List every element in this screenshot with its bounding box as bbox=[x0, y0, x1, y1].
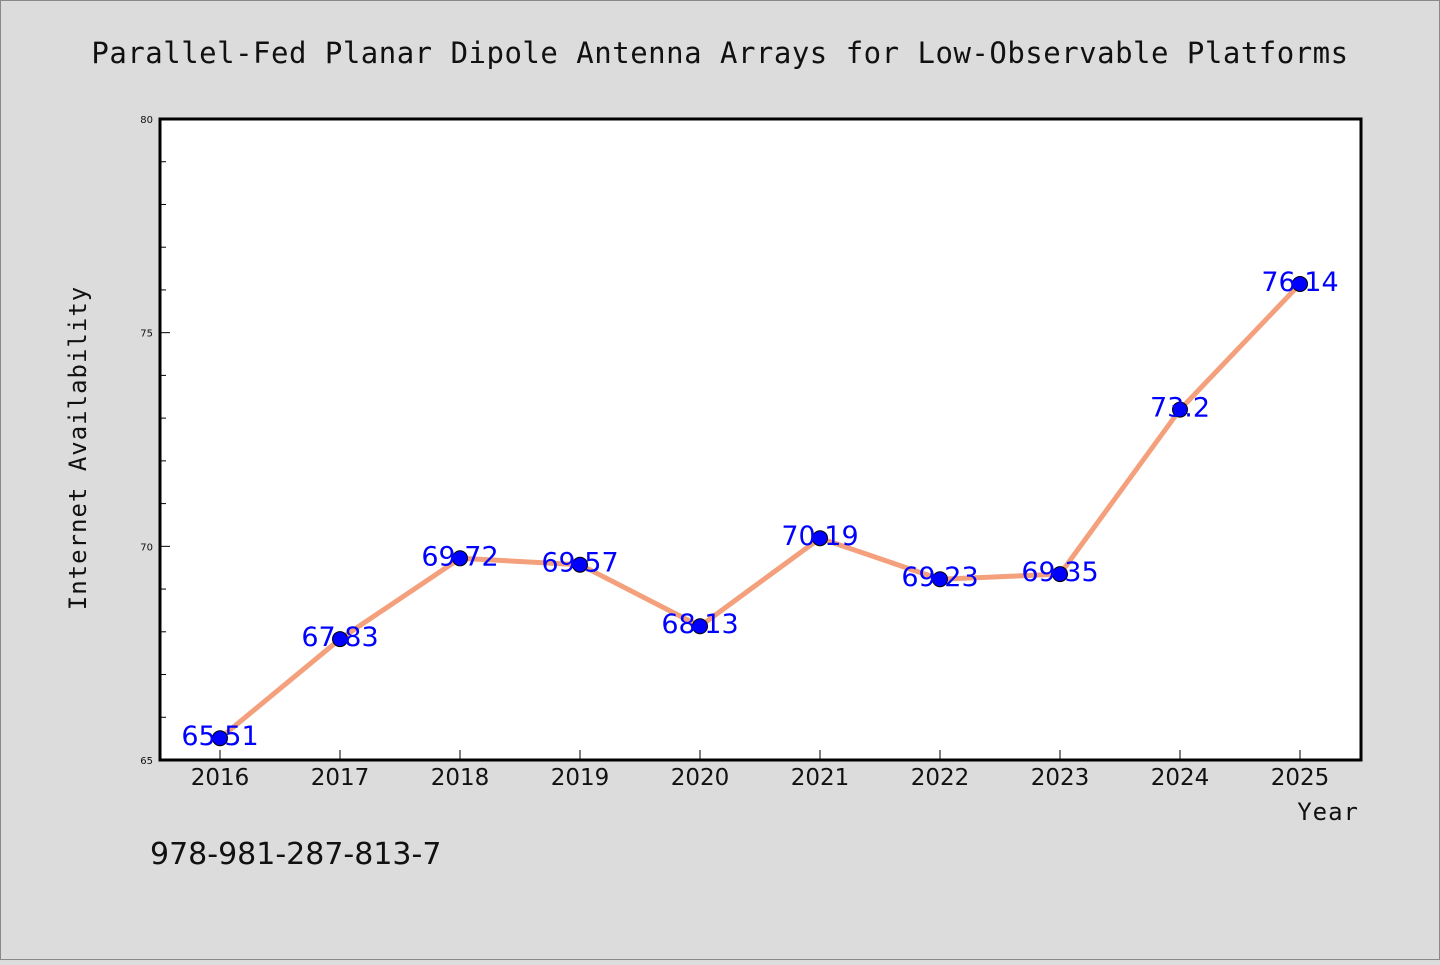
y-tick-label: 75 bbox=[140, 329, 153, 340]
isbn-text: 978-981-287-813-7 bbox=[150, 837, 441, 872]
data-point bbox=[812, 530, 828, 547]
series-line bbox=[217, 281, 1303, 741]
chart-title: Parallel-Fed Planar Dipole Antenna Array… bbox=[91, 36, 1348, 70]
x-tick-label: 2023 bbox=[1031, 765, 1090, 791]
x-tick-label: 2021 bbox=[791, 765, 850, 791]
data-label: 70.19 bbox=[781, 521, 858, 552]
x-tick-label: 2019 bbox=[551, 765, 610, 791]
x-tick-label: 2017 bbox=[311, 765, 370, 791]
x-tick-label: 2024 bbox=[1151, 765, 1210, 791]
y-tick-label: 65 bbox=[140, 756, 153, 767]
plot-frame bbox=[158, 117, 1363, 762]
x-tick-label: 2018 bbox=[431, 765, 490, 791]
plot-area bbox=[160, 119, 1361, 760]
data-label: 76.14 bbox=[1261, 267, 1338, 298]
data-point bbox=[332, 631, 348, 648]
data-point bbox=[1172, 401, 1188, 418]
x-tick-label: 2025 bbox=[1271, 765, 1330, 791]
x-axis: 2016 2017 2018 2019 2020 2021 2022 2023 2024 2025 bbox=[191, 750, 1330, 791]
data-labels: 65.51 67.83 69.72 69.57 68.13 70.19 69.23 69.35… bbox=[181, 267, 1338, 752]
y-tick-label: 80 bbox=[140, 115, 153, 126]
data-point bbox=[692, 618, 708, 635]
data-point bbox=[212, 730, 228, 747]
data-markers bbox=[212, 275, 1308, 747]
data-label: 69.57 bbox=[541, 548, 618, 579]
x-tick-label: 2016 bbox=[191, 765, 250, 791]
data-label: 67.83 bbox=[301, 622, 378, 653]
data-point bbox=[1052, 566, 1068, 583]
data-label: 69.35 bbox=[1021, 557, 1098, 588]
data-label: 68.13 bbox=[661, 609, 738, 640]
x-tick-label: 2022 bbox=[911, 765, 970, 791]
x-tick-label: 2020 bbox=[671, 765, 730, 791]
data-label: 73.2 bbox=[1150, 393, 1210, 424]
data-label: 69.23 bbox=[901, 562, 978, 593]
y-axis-label: Internet Availability bbox=[64, 286, 92, 610]
y-tick-label: 70 bbox=[140, 542, 153, 553]
x-axis-label: Year bbox=[1297, 798, 1359, 826]
data-label: 65.51 bbox=[181, 721, 258, 752]
data-point bbox=[452, 550, 468, 567]
data-point bbox=[932, 571, 948, 588]
data-point bbox=[572, 556, 588, 573]
data-label: 69.72 bbox=[421, 541, 498, 572]
data-point bbox=[1292, 275, 1308, 292]
